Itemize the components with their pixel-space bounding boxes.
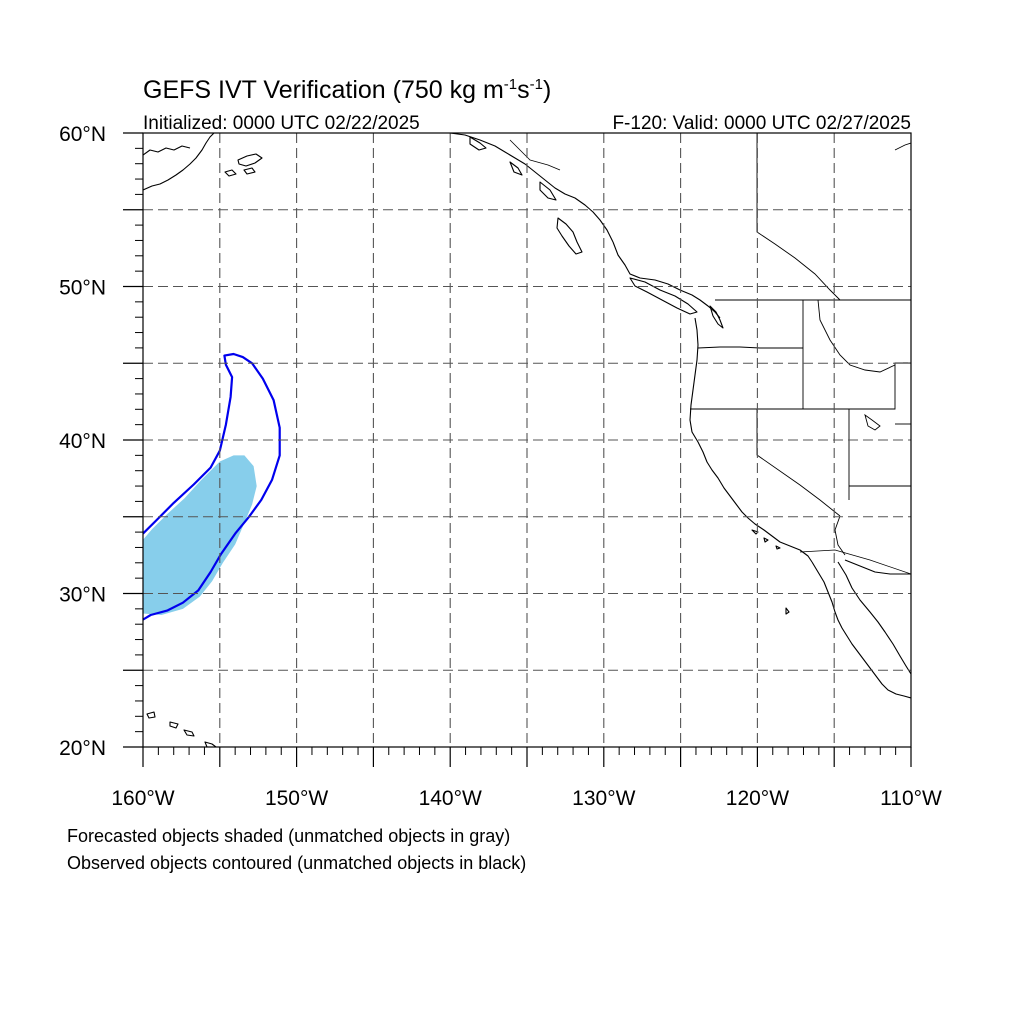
figure-title: GEFS IVT Verification (750 kg m-1s-1)	[143, 76, 551, 104]
observed-object-contour	[143, 352, 281, 621]
gulf-of-california	[837, 561, 911, 675]
caption-forecast: Forecasted objects shaded (unmatched obj…	[67, 826, 511, 846]
longitude-tick-label: 130°W	[572, 787, 635, 810]
washington-oregon-border	[697, 346, 803, 349]
longitude-tick-label: 140°W	[419, 787, 482, 810]
title-superscript-2: -1	[530, 76, 543, 93]
latitude-tick-label: 60°N	[59, 123, 106, 146]
valid-time-label: F-120: Valid: 0000 UTC 02/27/2025	[612, 113, 911, 134]
hudson-bay-coast	[894, 142, 911, 151]
us-mexico-border	[799, 549, 911, 575]
bc-coastline	[612, 241, 721, 319]
latitude-tick-label: 50°N	[59, 277, 106, 300]
graticule	[143, 133, 911, 747]
hawaii-islands	[146, 711, 217, 747]
latitude-tick-label: 20°N	[59, 737, 106, 760]
us-west-coastline	[689, 317, 813, 563]
longitude-labels: 160°W 150°W 140°W 130°W 120°W 110°W	[111, 787, 942, 810]
minor-ticks	[135, 147, 897, 755]
baja-california-coastline	[811, 561, 911, 699]
puget-sound	[709, 305, 724, 329]
longitude-tick-label: 150°W	[265, 787, 328, 810]
kodiak-island	[237, 153, 263, 167]
major-ticks	[123, 132, 912, 767]
mexico-mainland-coast	[844, 559, 911, 575]
southeast-alaska-coastline	[449, 133, 614, 243]
title-end: )	[543, 76, 551, 104]
alaska-coastline-north	[143, 145, 191, 156]
idaho-montana-border	[817, 299, 896, 373]
map-area	[143, 133, 911, 747]
latitude-tick-label: 30°N	[59, 584, 106, 607]
vancouver-island	[629, 277, 698, 315]
alaska-coastline	[143, 133, 215, 191]
alaska-islands	[224, 167, 256, 177]
caption-observed: Observed objects contoured (unmatched ob…	[67, 853, 527, 873]
initialized-label: Initialized: 0000 UTC 02/22/2025	[143, 113, 420, 134]
bc-islands	[469, 136, 583, 255]
coastlines	[143, 133, 911, 747]
arizona-west-border	[834, 515, 846, 556]
title-superscript-1: -1	[504, 76, 517, 93]
title-main: GEFS IVT Verification (750 kg m	[143, 76, 504, 104]
forecast-object-shaded	[143, 455, 257, 615]
latitude-labels: 60°N 50°N 40°N 30°N 20°N	[59, 123, 106, 760]
longitude-tick-label: 110°W	[880, 787, 942, 810]
longitude-tick-label: 160°W	[111, 787, 174, 810]
longitude-tick-label: 120°W	[726, 787, 789, 810]
title-middle: s	[517, 76, 530, 104]
latitude-tick-label: 40°N	[59, 430, 106, 453]
great-salt-lake	[864, 413, 881, 431]
alaska-bc-border	[509, 139, 561, 171]
